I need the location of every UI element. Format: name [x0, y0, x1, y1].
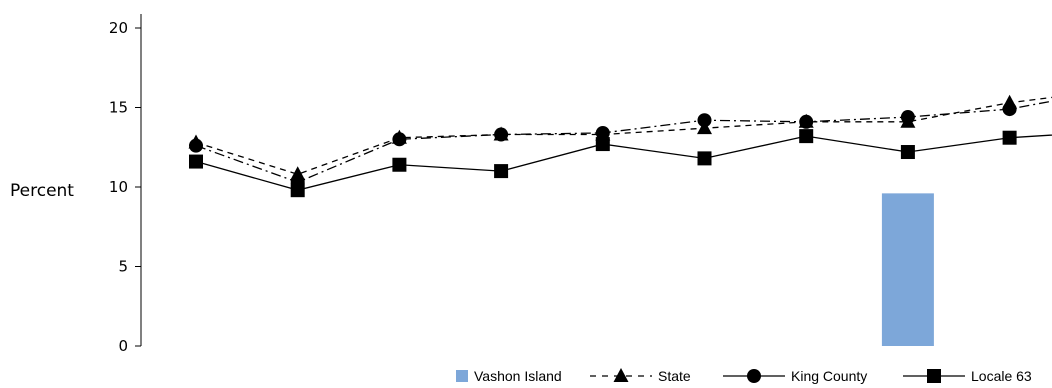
y-tick-label: 10	[109, 178, 128, 196]
marker-state	[1002, 94, 1018, 109]
legend-marker-king-county	[747, 369, 761, 383]
line-king-county	[195, 100, 1052, 183]
legend-marker-locale-63	[927, 369, 941, 383]
legend-label-locale-63: Locale 63	[971, 368, 1032, 384]
marker-state	[290, 166, 306, 181]
marker-state	[900, 113, 916, 128]
marker-locale-63	[189, 154, 203, 169]
legend-item-king-county: King County	[723, 368, 867, 384]
marker-locale-63	[595, 137, 610, 152]
plot-area	[188, 94, 1052, 346]
y-axis: 0 5 10 15 20	[109, 14, 142, 355]
legend: Vashon Island State King County Locale 63	[456, 368, 1032, 384]
legend-label-king-county: King County	[791, 368, 867, 384]
marker-state	[798, 113, 814, 128]
marker-state	[697, 120, 712, 135]
y-tick-label: 0	[118, 337, 128, 355]
marker-state	[391, 129, 407, 144]
y-tick-label: 20	[109, 19, 128, 37]
y-axis-title: Percent	[10, 181, 74, 201]
marker-locale-63	[1002, 130, 1017, 145]
line-locale-63	[195, 134, 1052, 191]
marker-locale-63	[494, 164, 509, 179]
legend-item-vashon-island: Vashon Island	[456, 368, 562, 384]
bar-vashon-island	[881, 193, 934, 346]
legend-marker-state	[613, 368, 629, 382]
legend-label-state: State	[658, 368, 691, 384]
marker-locale-63	[799, 129, 814, 144]
legend-swatch-vashon-island	[456, 370, 468, 382]
marker-state	[188, 134, 204, 149]
marker-state	[595, 126, 611, 141]
y-tick-label: 15	[109, 99, 128, 117]
marker-locale-63	[900, 145, 915, 160]
marker-locale-63	[392, 157, 407, 172]
y-tick-label: 5	[118, 258, 128, 276]
legend-item-state: State	[590, 368, 691, 384]
legend-label-vashon-island: Vashon Island	[474, 368, 562, 384]
marker-locale-63	[697, 151, 712, 166]
legend-item-locale-63: Locale 63	[903, 368, 1032, 384]
marker-state	[493, 126, 509, 141]
line-state	[195, 96, 1052, 175]
